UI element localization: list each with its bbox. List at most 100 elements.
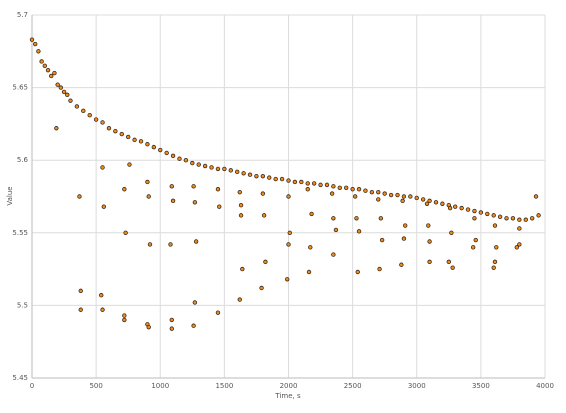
point: [217, 204, 222, 209]
y-tick-label: 5.7: [17, 11, 28, 19]
point: [81, 108, 86, 114]
y-axis-label: Value: [6, 186, 14, 205]
point: [344, 185, 349, 190]
point: [331, 216, 336, 221]
point: [356, 229, 362, 234]
point: [517, 242, 522, 247]
point: [196, 162, 201, 167]
point: [306, 269, 312, 275]
y-tick-label: 5.45: [12, 374, 28, 382]
point: [286, 242, 291, 247]
x-tick-label: 1000: [151, 382, 169, 390]
point: [400, 198, 405, 204]
point: [492, 223, 498, 228]
point: [478, 210, 484, 215]
point: [55, 82, 60, 87]
point: [145, 179, 150, 185]
point: [510, 216, 516, 221]
point: [33, 41, 38, 47]
point: [54, 126, 59, 131]
point: [311, 181, 317, 186]
point: [388, 192, 394, 198]
point: [113, 128, 118, 134]
point: [65, 92, 70, 98]
point: [169, 326, 174, 331]
point: [215, 187, 221, 192]
point: [376, 189, 381, 195]
point: [78, 307, 83, 312]
point: [100, 120, 105, 125]
point: [49, 73, 54, 79]
x-axis-label: Time, s: [274, 392, 301, 400]
point: [39, 59, 44, 64]
point: [146, 194, 151, 199]
point: [433, 200, 439, 205]
point: [485, 211, 490, 217]
point: [158, 147, 163, 153]
point: [241, 171, 246, 176]
point: [329, 191, 335, 196]
point: [237, 297, 242, 302]
point: [191, 184, 196, 189]
point: [331, 252, 336, 257]
point: [36, 49, 41, 54]
point: [254, 173, 259, 179]
point: [122, 313, 127, 318]
point: [491, 265, 496, 270]
point: [378, 216, 384, 221]
point: [190, 160, 195, 166]
point: [93, 117, 99, 122]
point: [309, 211, 314, 217]
point: [238, 213, 244, 218]
point: [164, 150, 169, 156]
point: [123, 230, 128, 235]
point: [449, 230, 454, 235]
point: [363, 188, 368, 193]
point: [209, 165, 214, 170]
point: [491, 213, 496, 218]
point: [77, 194, 82, 199]
point: [122, 187, 127, 192]
point: [193, 239, 199, 244]
point: [494, 245, 499, 250]
point: [263, 259, 268, 265]
point: [324, 182, 330, 188]
point: [403, 223, 408, 228]
point: [285, 277, 290, 282]
point: [447, 205, 453, 211]
y-tick-label: 5.6: [17, 156, 29, 164]
point: [472, 216, 477, 221]
point: [74, 104, 80, 109]
point: [259, 285, 264, 291]
point: [191, 323, 196, 328]
point: [369, 189, 375, 195]
point: [377, 266, 382, 272]
point: [228, 168, 233, 173]
point: [504, 216, 509, 221]
point: [45, 67, 51, 73]
point: [78, 288, 83, 294]
point: [424, 201, 430, 206]
point: [472, 208, 477, 214]
point: [177, 156, 182, 161]
point: [420, 197, 426, 202]
point: [279, 176, 285, 182]
point: [119, 131, 124, 137]
point: [52, 70, 57, 76]
point: [440, 201, 445, 206]
point: [427, 239, 432, 244]
point: [536, 213, 541, 218]
point: [170, 153, 176, 159]
point: [122, 317, 127, 323]
point: [42, 63, 48, 69]
point: [58, 85, 64, 90]
point: [192, 300, 198, 305]
point: [286, 194, 291, 199]
point: [192, 200, 198, 205]
y-tick-label: 5.65: [12, 84, 28, 92]
point: [101, 204, 107, 209]
point: [308, 245, 313, 250]
point: [523, 217, 528, 222]
point: [470, 245, 476, 250]
